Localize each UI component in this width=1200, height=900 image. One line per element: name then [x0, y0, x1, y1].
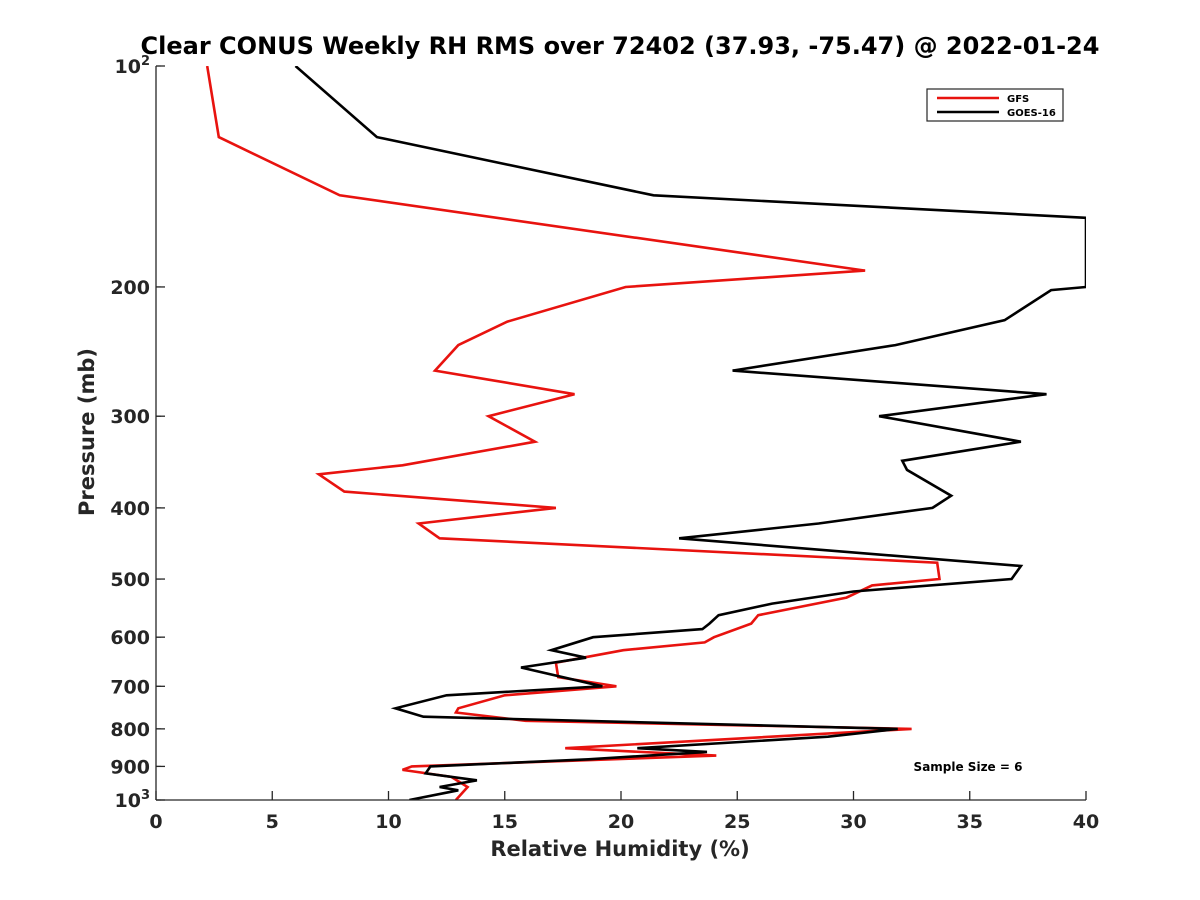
- x-axis-label: Relative Humidity (%): [490, 837, 749, 861]
- y-tick-label: 900: [110, 756, 150, 778]
- y-tick-label: 600: [110, 627, 150, 649]
- legend-box: [926, 88, 1064, 122]
- legend: GFS GOES-16: [926, 88, 1064, 122]
- x-tick-label: 35: [957, 811, 983, 833]
- x-tick-label: 15: [492, 811, 518, 833]
- x-tick-label: 30: [840, 811, 866, 833]
- legend-label-goes-16: GOES-16: [1007, 108, 1056, 119]
- sample-size-annotation: Sample Size = 6: [914, 760, 1023, 774]
- legend-label-gfs: GFS: [1007, 94, 1029, 105]
- y-tick-label: 500: [110, 569, 150, 591]
- y-tick-label: 103: [115, 788, 151, 812]
- ticks-layer: 0 5 10 15 20 25 30 35 40 102 200 300 400 500 600 700 800…: [110, 54, 1099, 833]
- y-tick-label: 300: [110, 406, 150, 428]
- series-line-gfs: [205, 66, 941, 800]
- y-tick-label: 102: [115, 54, 151, 78]
- y-tick-label: 700: [110, 676, 150, 698]
- x-tick-label: 40: [1073, 811, 1099, 833]
- y-tick-label: 200: [110, 277, 150, 299]
- y-axis-label: Pressure (mb): [75, 348, 99, 516]
- series-layer: [205, 66, 1086, 800]
- x-tick-label: 10: [375, 811, 401, 833]
- x-tick-label: 25: [724, 811, 750, 833]
- y-tick-label: 800: [110, 719, 150, 741]
- x-tick-label: 5: [266, 811, 279, 833]
- x-tick-label: 0: [149, 811, 162, 833]
- y-tick-label: 400: [110, 498, 150, 520]
- chart-title: Clear CONUS Weekly RH RMS over 72402 (37…: [141, 32, 1100, 60]
- series-line-goes-16: [294, 66, 1086, 800]
- x-tick-label: 20: [608, 811, 634, 833]
